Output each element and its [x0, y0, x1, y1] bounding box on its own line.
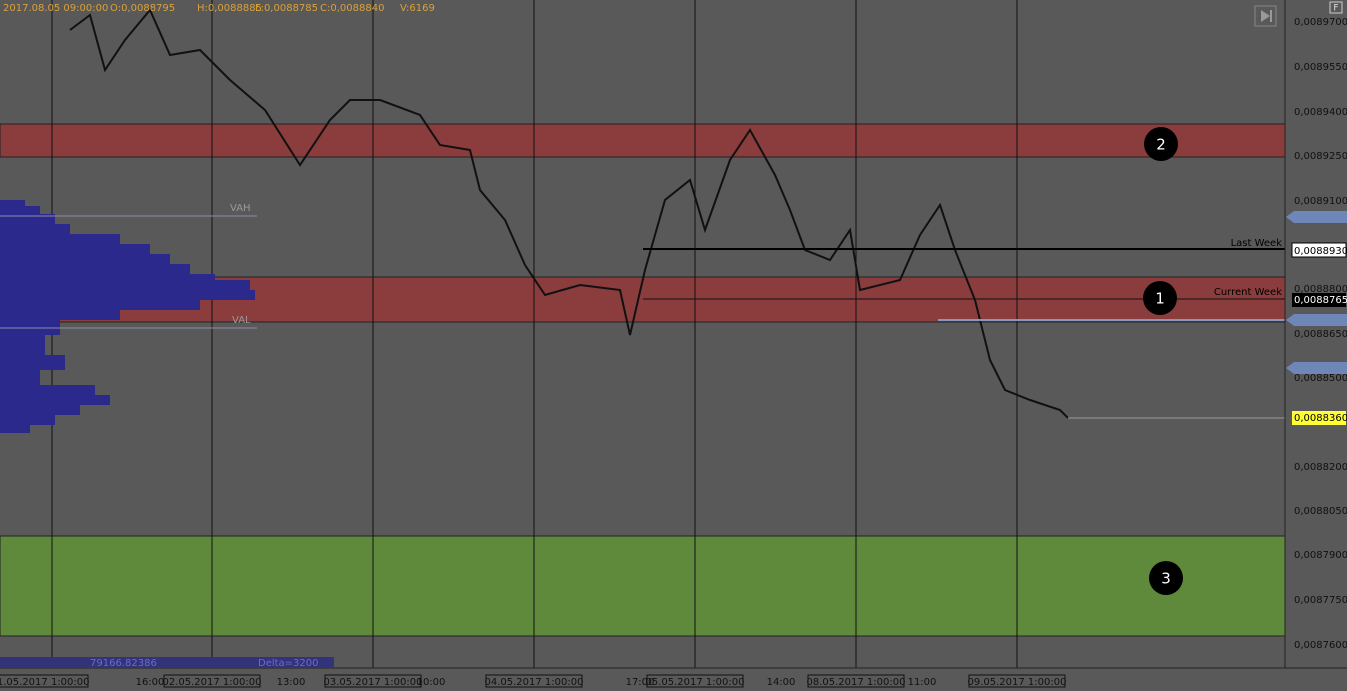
time-label: 13:00 — [277, 677, 306, 688]
price-tag-text: 0,0088930 — [1294, 246, 1347, 257]
header-item: V:6169 — [400, 3, 435, 14]
volume-profile — [0, 200, 255, 433]
price-tag — [1292, 293, 1346, 307]
scroll-end-icon — [1261, 10, 1272, 22]
price-label: 0,0087750 — [1294, 595, 1347, 606]
footer-delta: Delta=3200 — [258, 658, 319, 669]
current-week-label: Current Week — [1214, 287, 1282, 298]
header-item: C:0,0088840 — [320, 3, 384, 14]
price-tag — [1291, 242, 1347, 258]
time-label: 02.05.2017 1:00:00 — [163, 677, 262, 688]
time-label: 16:00 — [136, 677, 165, 688]
time-label-box — [324, 674, 422, 688]
header-item: H:0,0088885 — [197, 3, 262, 14]
time-label-box — [0, 674, 89, 688]
level-tags — [1286, 211, 1347, 374]
corner-box[interactable] — [1329, 1, 1343, 14]
price-bars — [69, 8, 1069, 419]
scroll-end-button[interactable] — [1254, 5, 1277, 27]
corner-label[interactable]: F — [1333, 4, 1338, 14]
price-label: 0,0087600 — [1294, 640, 1347, 651]
price-label: 0,0087900 — [1294, 550, 1347, 561]
vah-label: VAH — [230, 203, 251, 214]
time-label-box — [968, 674, 1066, 688]
price-label: 0,0088200 — [1294, 462, 1347, 473]
header-item: 2017.08.05 09:00:00 — [3, 3, 108, 14]
time-label-box — [485, 674, 583, 688]
price-label: 0,0088800 — [1294, 284, 1347, 295]
support-zone — [0, 535, 1286, 637]
time-label: 14:00 — [767, 677, 796, 688]
time-label: 17:00 — [626, 677, 655, 688]
time-label: 01.05.2017 1:00:00 — [0, 677, 89, 688]
zone-circle — [1149, 561, 1183, 595]
time-label-box — [646, 674, 744, 688]
time-label-box — [163, 674, 261, 688]
time-label: 10:00 — [417, 677, 446, 688]
time-label: 03.05.2017 1:00:00 — [324, 677, 423, 688]
price-label: 0,0088650 — [1294, 329, 1347, 340]
header-item: O:0,0088795 — [110, 3, 175, 14]
zone-markers — [1143, 127, 1183, 595]
vertical-grid — [51, 0, 1018, 668]
val-label: VAL — [232, 315, 251, 326]
zone-circle — [1144, 127, 1178, 161]
price-tag-text: 0,0088765 — [1294, 295, 1347, 306]
price-label: 0,0088500 — [1294, 373, 1347, 384]
price-tag — [1292, 411, 1346, 425]
time-label: 05.05.2017 1:00:00 — [646, 677, 745, 688]
footer-volume: 79166.82386 — [90, 658, 157, 669]
price-label: 0,0089250 — [1294, 151, 1347, 162]
price-label: 0,0088050 — [1294, 506, 1347, 517]
time-label-box — [807, 674, 905, 688]
time-label: 04.05.2017 1:00:00 — [485, 677, 584, 688]
last-week-label: Last Week — [1231, 238, 1283, 249]
time-label: 08.05.2017 1:00:00 — [807, 677, 906, 688]
resistance-zone — [0, 123, 1286, 158]
zone-number: 1 — [1155, 290, 1165, 308]
price-label: 0,0089700 — [1294, 17, 1347, 28]
zone-number: 2 — [1156, 136, 1166, 154]
price-label: 0,0089400 — [1294, 107, 1347, 118]
footer-bar — [0, 657, 334, 668]
time-label: 11:00 — [908, 677, 937, 688]
header-item: L:0,0088785 — [255, 3, 318, 14]
price-label: 0,0089100 — [1294, 196, 1347, 207]
zone-circle — [1143, 281, 1177, 315]
price-label: 0,0089550 — [1294, 62, 1347, 73]
time-label: 09.05.2017 1:00:00 — [968, 677, 1067, 688]
zone-number: 3 — [1161, 570, 1171, 588]
price-tag-text: 0,0088360 — [1294, 413, 1347, 424]
